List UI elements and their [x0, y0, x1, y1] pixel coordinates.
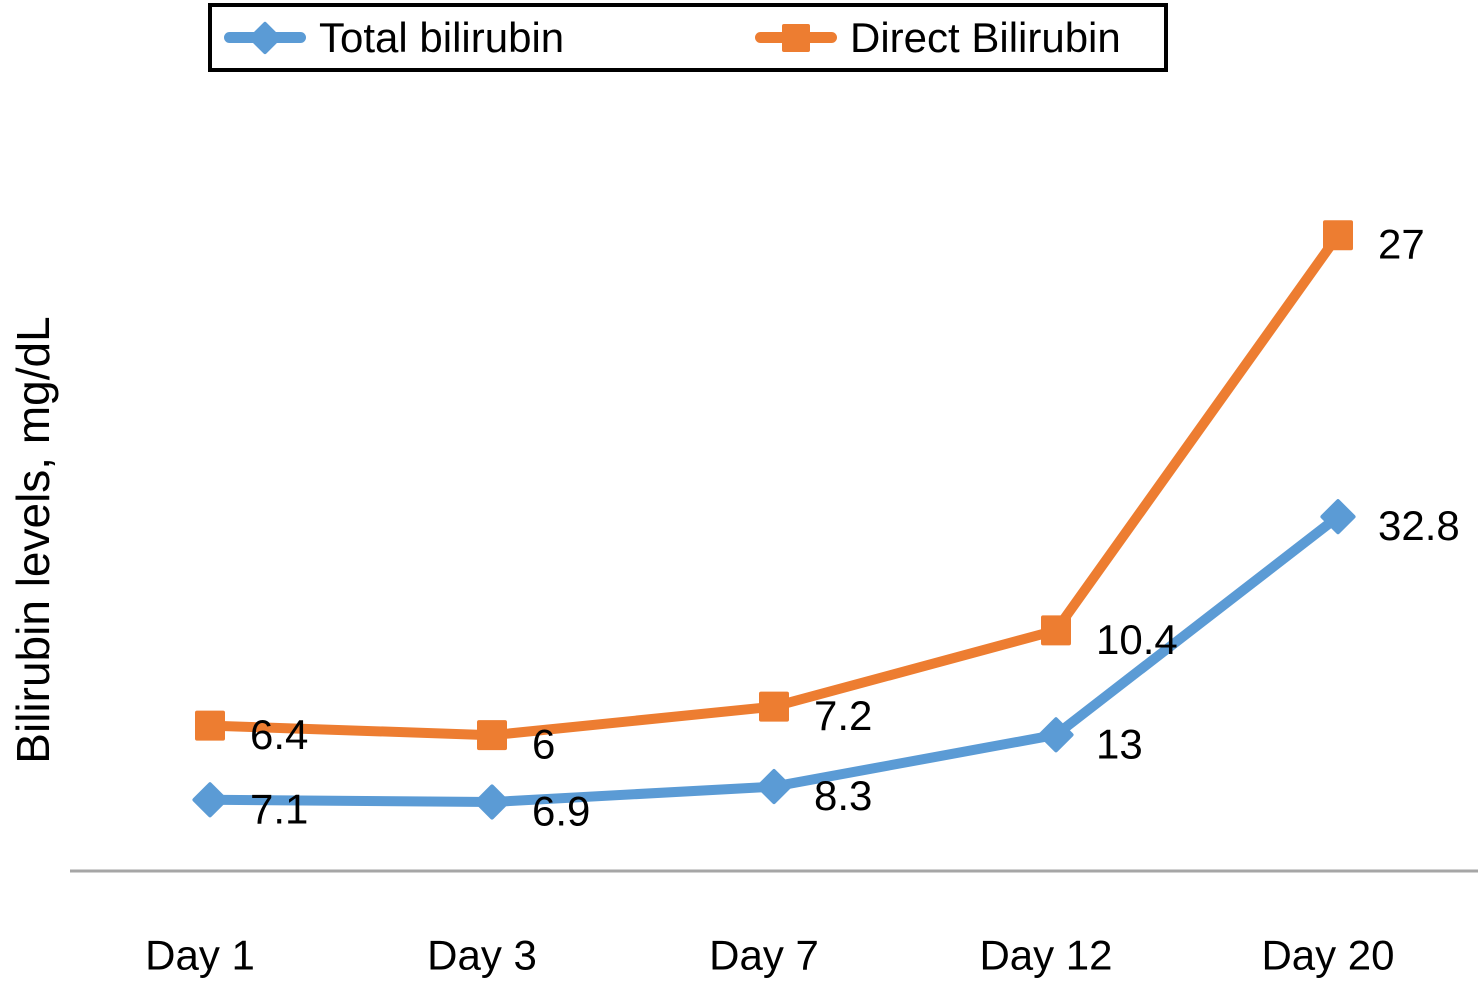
marker-total-bilirubin-day-3: [474, 784, 510, 820]
x-tick-label-day-12: Day 12: [979, 932, 1112, 979]
legend-label-direct-bilirubin: Direct Bilirubin: [850, 13, 1121, 61]
data-label-direct-bilirubin-day-1: 6.4: [250, 711, 308, 758]
marker-direct-bilirubin-day-12: [1041, 615, 1071, 646]
legend-label-total-bilirubin: Total bilirubin: [319, 13, 565, 61]
x-tick-label-day-7: Day 7: [709, 932, 819, 979]
data-label-direct-bilirubin-day-12: 10.4: [1096, 616, 1178, 663]
marker-total-bilirubin-day-1: [192, 782, 228, 818]
legend-item-total-bilirubin: Total bilirubin: [224, 7, 564, 68]
data-label-total-bilirubin-day-7: 8.3: [814, 772, 872, 819]
marker-direct-bilirubin-day-20: [1323, 220, 1353, 251]
data-label-total-bilirubin-day-1: 7.1: [250, 785, 308, 832]
legend-line-diamond-icon: [224, 16, 306, 60]
data-label-total-bilirubin-day-3: 6.9: [532, 787, 590, 834]
data-label-total-bilirubin-day-12: 13: [1096, 720, 1143, 767]
marker-total-bilirubin-day-20: [1320, 499, 1356, 535]
legend-line-square-icon: [755, 16, 837, 60]
marker-direct-bilirubin-day-3: [477, 720, 507, 751]
marker-total-bilirubin-day-12: [1038, 717, 1074, 753]
legend: Total bilirubin Direct Bilirubin: [208, 3, 1168, 72]
square-marker-icon: [782, 23, 810, 52]
x-tick-label-day-3: Day 3: [427, 932, 537, 979]
legend-item-direct-bilirubin: Direct Bilirubin: [755, 7, 1121, 68]
data-label-direct-bilirubin-day-7: 7.2: [814, 692, 872, 739]
data-label-direct-bilirubin-day-20: 27: [1378, 221, 1425, 268]
x-tick-label-day-20: Day 20: [1261, 932, 1394, 979]
x-tick-label-day-1: Day 1: [145, 932, 255, 979]
marker-total-bilirubin-day-7: [756, 769, 792, 805]
marker-direct-bilirubin-day-7: [759, 691, 789, 722]
data-label-direct-bilirubin-day-3: 6: [532, 721, 555, 768]
marker-direct-bilirubin-day-1: [195, 710, 225, 741]
data-label-total-bilirubin-day-20: 32.8: [1378, 502, 1460, 549]
